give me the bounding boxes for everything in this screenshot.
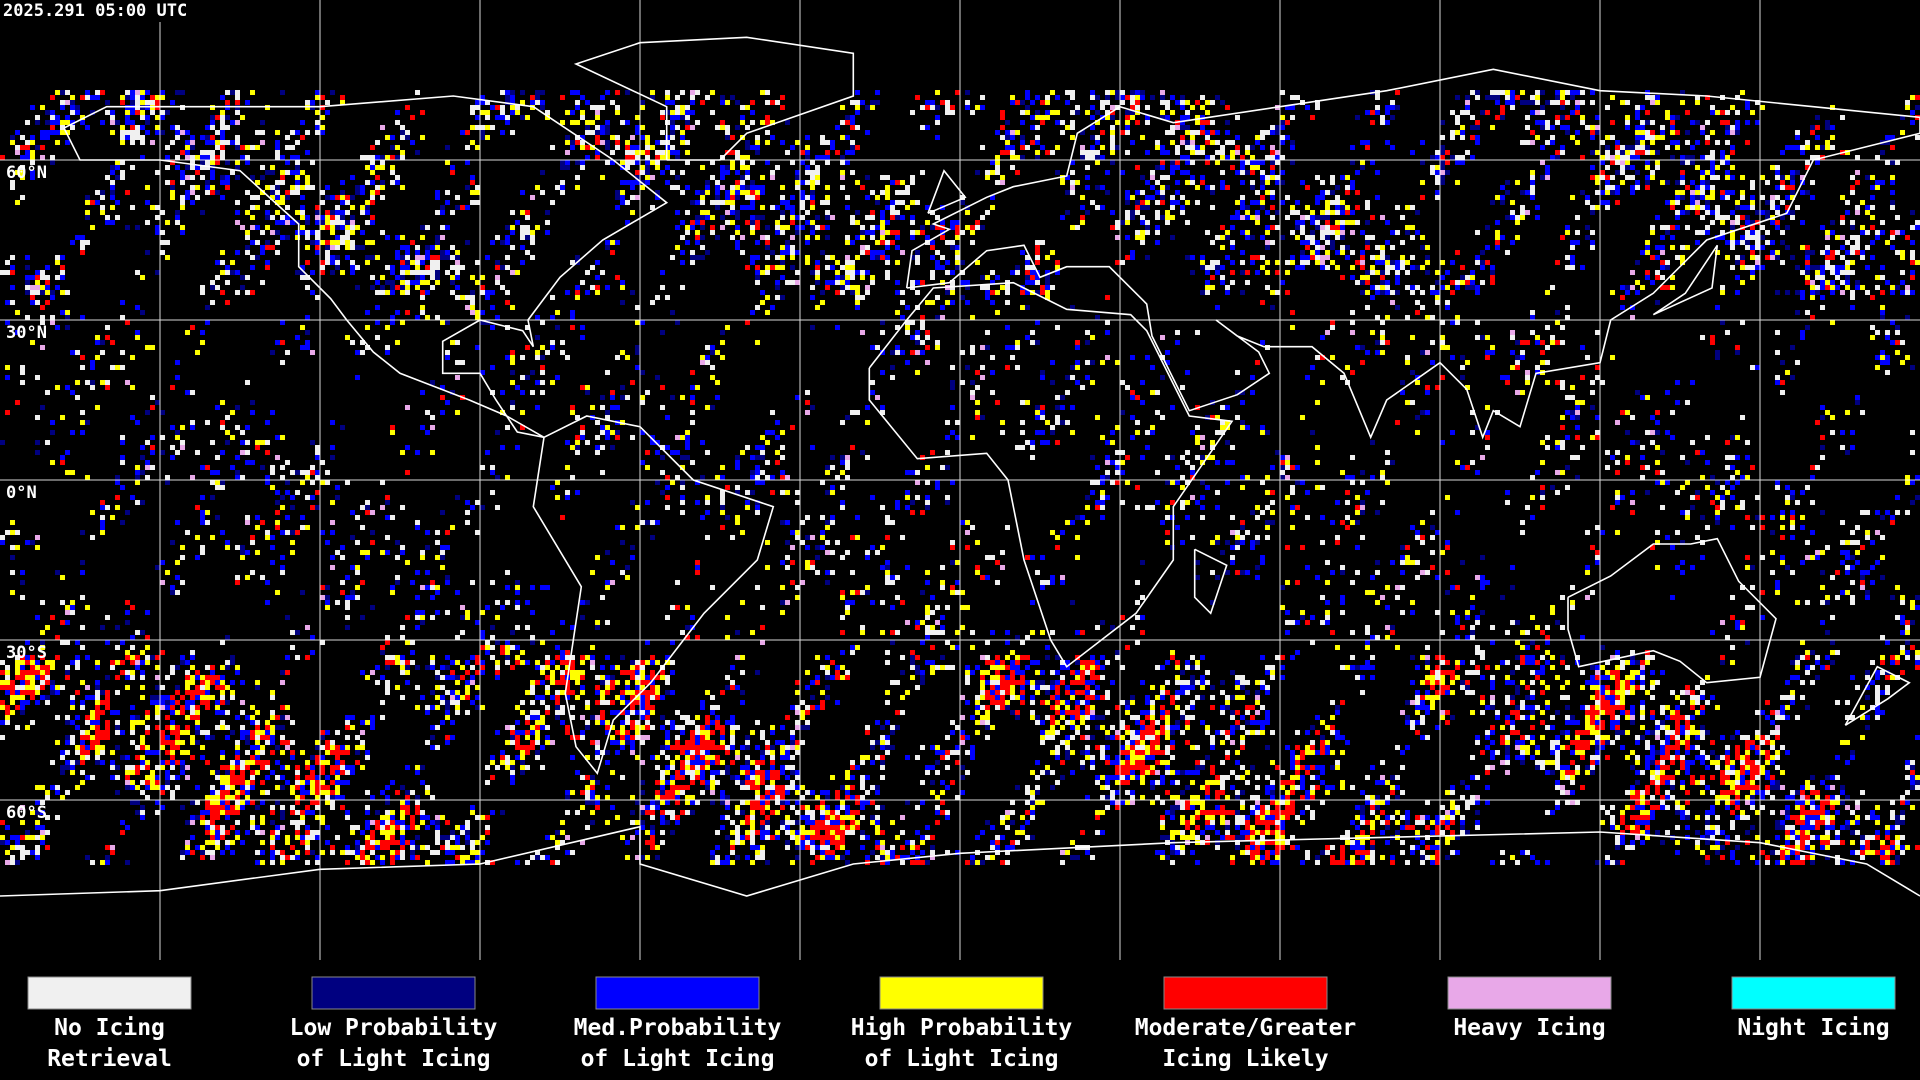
legend-swatch bbox=[1731, 976, 1896, 1010]
legend-label: Heavy Icing bbox=[1453, 1015, 1605, 1041]
legend-swatch bbox=[311, 976, 476, 1010]
legend: No Icing Retrieval Low Probability of Light… bbox=[27, 976, 1896, 1072]
legend-swatch bbox=[1447, 976, 1612, 1010]
legend-label: Moderate/Greater bbox=[1135, 1015, 1357, 1041]
legend-label: No Icing bbox=[54, 1015, 165, 1041]
coastline bbox=[927, 169, 967, 215]
latitude-label: 60°S bbox=[6, 803, 47, 823]
legend-label: Retrieval bbox=[47, 1046, 172, 1072]
coastline bbox=[868, 281, 1234, 668]
coastline bbox=[63, 95, 669, 439]
legend-label: of Light Icing bbox=[865, 1046, 1059, 1072]
legend-label: High Probability bbox=[851, 1015, 1073, 1041]
timestamp: 2025.291 05:00 UTC bbox=[3, 1, 187, 21]
coastline bbox=[0, 825, 1920, 897]
coastline bbox=[1193, 548, 1228, 615]
timestamp-background bbox=[0, 0, 270, 22]
latitude-label: 60°N bbox=[6, 163, 47, 183]
coastline bbox=[1567, 537, 1777, 684]
legend-label: Med.Probability bbox=[574, 1015, 782, 1041]
coastline bbox=[1844, 665, 1911, 726]
legend-label: of Light Icing bbox=[297, 1046, 491, 1072]
legend-label: Night Icing bbox=[1737, 1015, 1889, 1041]
latitude-labels: 60°N 30°N 0°N 30°S 60°S bbox=[6, 163, 47, 823]
coastline bbox=[532, 415, 775, 775]
legend-label: Icing Likely bbox=[1162, 1046, 1328, 1072]
legend-swatch bbox=[595, 976, 760, 1010]
latitude-label: 30°S bbox=[6, 643, 47, 663]
legend-swatch bbox=[879, 976, 1044, 1010]
coastline bbox=[1652, 244, 1719, 316]
graticule bbox=[0, 0, 1920, 960]
latitude-label: 0°N bbox=[6, 483, 37, 503]
legend-label: of Light Icing bbox=[581, 1046, 775, 1072]
coastlines bbox=[0, 36, 1920, 897]
latitude-label: 30°N bbox=[6, 323, 47, 343]
legend-swatch bbox=[27, 976, 192, 1010]
legend-label: Low Probability bbox=[290, 1015, 498, 1041]
legend-swatch bbox=[1163, 976, 1328, 1010]
coastline bbox=[905, 68, 1920, 440]
